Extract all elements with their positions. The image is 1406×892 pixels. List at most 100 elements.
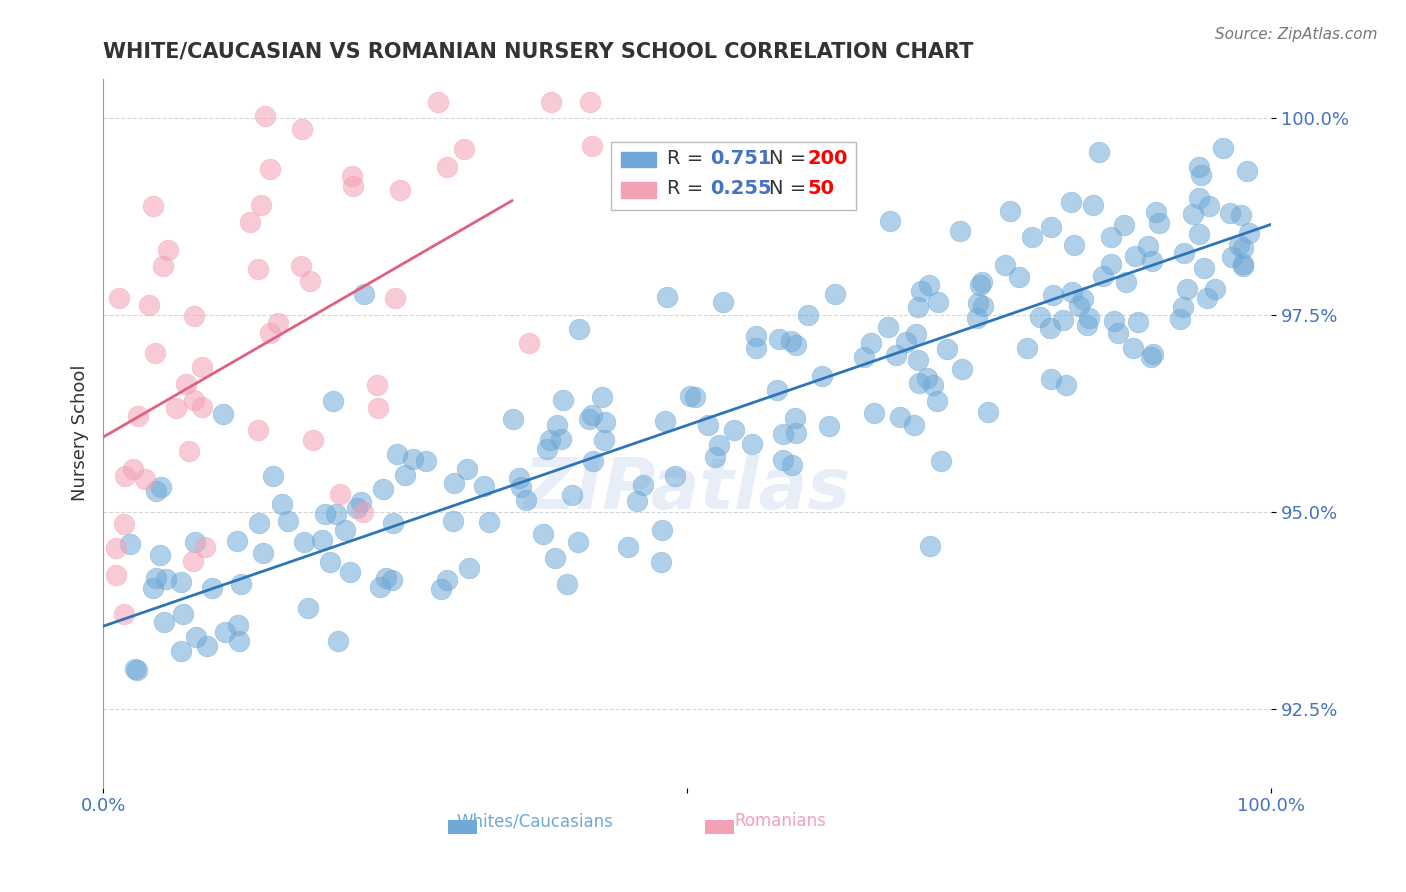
Point [768, 332, 790, 346]
Point [226, 533, 249, 548]
Point [1140, 253, 1163, 268]
Text: R =: R = [668, 149, 710, 168]
Point [1104, 314, 1126, 328]
Point [1125, 249, 1147, 263]
Point [319, 555, 342, 569]
Point [1126, 315, 1149, 329]
Point [679, 389, 702, 403]
Point [441, 514, 464, 528]
Point [536, 442, 558, 457]
Point [904, 327, 927, 342]
Point [967, 295, 990, 310]
Point [298, 274, 321, 288]
Point [1099, 257, 1122, 271]
Point [184, 535, 207, 549]
Point [907, 300, 929, 314]
Point [1076, 318, 1098, 332]
Point [1232, 259, 1254, 273]
Point [443, 475, 465, 490]
Text: Source: ZipAtlas.com: Source: ZipAtlas.com [1215, 27, 1378, 42]
Point [415, 454, 437, 468]
Point [195, 640, 218, 654]
Point [927, 295, 949, 310]
Y-axis label: Nursery School: Nursery School [72, 365, 89, 501]
Point [631, 478, 654, 492]
Point [852, 351, 875, 365]
Point [515, 493, 537, 508]
Text: ZIPatlas: ZIPatlas [523, 456, 851, 524]
Point [478, 515, 501, 529]
Point [259, 326, 281, 341]
Point [429, 582, 451, 596]
Point [1137, 239, 1160, 253]
Point [772, 426, 794, 441]
Point [1115, 276, 1137, 290]
Point [1052, 313, 1074, 327]
Bar [447, 820, 477, 834]
Point [342, 178, 364, 193]
Point [214, 624, 236, 639]
Point [1039, 321, 1062, 335]
Point [427, 95, 450, 110]
Point [1173, 246, 1195, 260]
Point [551, 392, 574, 407]
Point [271, 497, 294, 511]
Point [314, 507, 336, 521]
Point [247, 262, 270, 277]
Point [972, 299, 994, 313]
Point [172, 607, 194, 621]
Point [591, 390, 613, 404]
Point [1069, 299, 1091, 313]
Point [1212, 141, 1234, 155]
Point [453, 142, 475, 156]
Text: 0.751: 0.751 [710, 149, 772, 168]
Point [824, 287, 846, 301]
Point [1222, 250, 1244, 264]
Point [1168, 312, 1191, 326]
Point [384, 291, 406, 305]
Point [246, 423, 269, 437]
Point [183, 393, 205, 408]
Point [333, 523, 356, 537]
Point [277, 514, 299, 528]
Point [112, 517, 135, 532]
Point [122, 462, 145, 476]
Text: Whites/Caucasians: Whites/Caucasians [457, 813, 613, 830]
Point [1147, 216, 1170, 230]
Point [579, 95, 602, 110]
Point [1189, 169, 1212, 183]
Point [329, 487, 352, 501]
Point [350, 495, 373, 509]
Point [593, 433, 616, 447]
Point [859, 335, 882, 350]
Point [889, 409, 911, 424]
Point [394, 467, 416, 482]
Point [1232, 257, 1254, 271]
Point [1188, 227, 1211, 242]
Point [818, 419, 841, 434]
Point [352, 505, 374, 519]
Point [561, 488, 583, 502]
Point [970, 275, 993, 289]
Point [382, 516, 405, 530]
Point [191, 401, 214, 415]
Point [711, 294, 734, 309]
Point [194, 541, 217, 555]
Point [1142, 347, 1164, 361]
Point [262, 469, 284, 483]
Point [785, 426, 807, 441]
Text: 50: 50 [807, 179, 834, 198]
Point [1029, 310, 1052, 324]
Point [582, 454, 605, 468]
Point [1227, 237, 1250, 252]
Point [1181, 207, 1204, 221]
Point [145, 483, 167, 498]
Point [707, 438, 730, 452]
Point [259, 162, 281, 177]
Point [114, 469, 136, 483]
Point [436, 573, 458, 587]
Point [156, 244, 179, 258]
Point [797, 308, 820, 322]
Text: N =: N = [769, 179, 813, 198]
Point [555, 577, 578, 591]
